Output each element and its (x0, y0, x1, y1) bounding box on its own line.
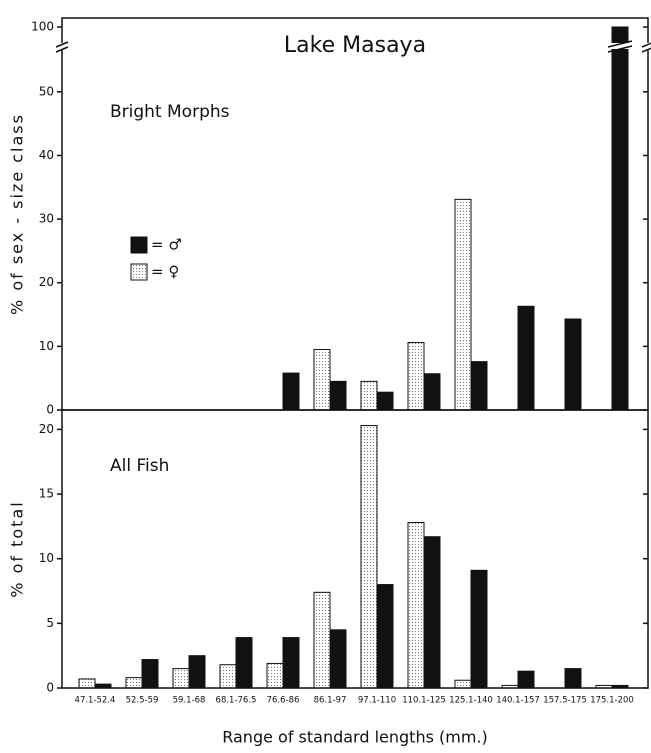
panel-label: All Fish (110, 456, 169, 476)
bar (595, 684, 613, 689)
break-gap (609, 43, 631, 49)
x-tick-label: 125.1-140 (449, 696, 493, 706)
x-tick-label: 76.6-86 (267, 696, 300, 706)
break-mark (641, 42, 651, 48)
bar (188, 655, 206, 689)
legend-label: = ♂ (151, 236, 182, 254)
x-tick-label: 97.1-110 (358, 696, 396, 706)
bar (470, 361, 488, 411)
break-mark (55, 46, 69, 53)
bar (141, 659, 159, 689)
y-tick-label: 30 (39, 212, 54, 226)
bar (376, 391, 394, 411)
bar (454, 198, 472, 411)
bar (94, 683, 112, 689)
bar (376, 584, 394, 689)
bar (329, 629, 347, 689)
bar (313, 591, 331, 689)
legend-swatch (130, 263, 148, 281)
bar (235, 637, 253, 689)
break-gap (60, 43, 64, 49)
x-tick-label: 47.1-52.4 (75, 696, 116, 706)
y-tick-label: 0 (46, 403, 54, 417)
break-mark (607, 45, 633, 53)
x-tick-label: 68.1-76.5 (216, 696, 257, 706)
break-gap (646, 43, 650, 49)
bar (407, 342, 425, 411)
x-tick-label: 52.5-59 (126, 696, 159, 706)
break-mark (55, 41, 69, 48)
break-mark (641, 47, 651, 53)
y-tick-label: 100 (31, 20, 54, 34)
x-tick-label: 175.1-200 (590, 696, 634, 706)
bar (564, 318, 582, 411)
bar (313, 349, 331, 411)
bar (266, 662, 284, 689)
bar (501, 684, 519, 689)
y-tick-label: 0 (46, 681, 54, 695)
x-tick-label: 86.1-97 (314, 696, 347, 706)
panel-frame (61, 17, 649, 411)
y-axis-title: % of sex - size class (8, 113, 27, 315)
x-tick-label: 157.5-175 (543, 696, 587, 706)
bar (517, 305, 535, 411)
x-tick-label: 140.1-157 (496, 696, 540, 706)
chart-title: Lake Masaya (284, 33, 426, 58)
y-tick-label: 10 (39, 551, 54, 565)
y-tick-label: 5 (46, 616, 54, 630)
bar (423, 536, 441, 689)
y-tick-label: 20 (39, 422, 54, 436)
y-tick-label: 20 (39, 275, 54, 289)
y-tick-label: 10 (39, 339, 54, 353)
panel-label: Bright Morphs (110, 102, 230, 122)
bar (125, 677, 143, 689)
break-mark (607, 40, 633, 48)
x-tick-label: 59.1-68 (173, 696, 206, 706)
bar (470, 569, 488, 689)
bar (360, 380, 378, 411)
panel-frame (61, 409, 649, 689)
x-axis-title: Range of standard lengths (mm.) (222, 728, 488, 747)
legend-swatch (130, 236, 148, 254)
bar (172, 668, 190, 689)
bar (282, 637, 300, 689)
bar (517, 670, 535, 689)
legend-label: = ♀ (151, 263, 179, 281)
x-tick-label: 110.1-125 (402, 696, 446, 706)
bar (78, 678, 96, 689)
bar (360, 425, 378, 689)
bar (329, 380, 347, 411)
bar (564, 668, 582, 689)
y-tick-label: 15 (39, 487, 54, 501)
y-axis-title: % of total (8, 500, 27, 597)
y-tick-label: 40 (39, 148, 54, 162)
bar (282, 372, 300, 411)
bar (611, 684, 629, 689)
bar (423, 373, 441, 411)
bar (611, 26, 629, 411)
bar (454, 679, 472, 689)
bar (219, 664, 237, 689)
y-tick-label: 50 (39, 84, 54, 98)
bar (407, 521, 425, 689)
